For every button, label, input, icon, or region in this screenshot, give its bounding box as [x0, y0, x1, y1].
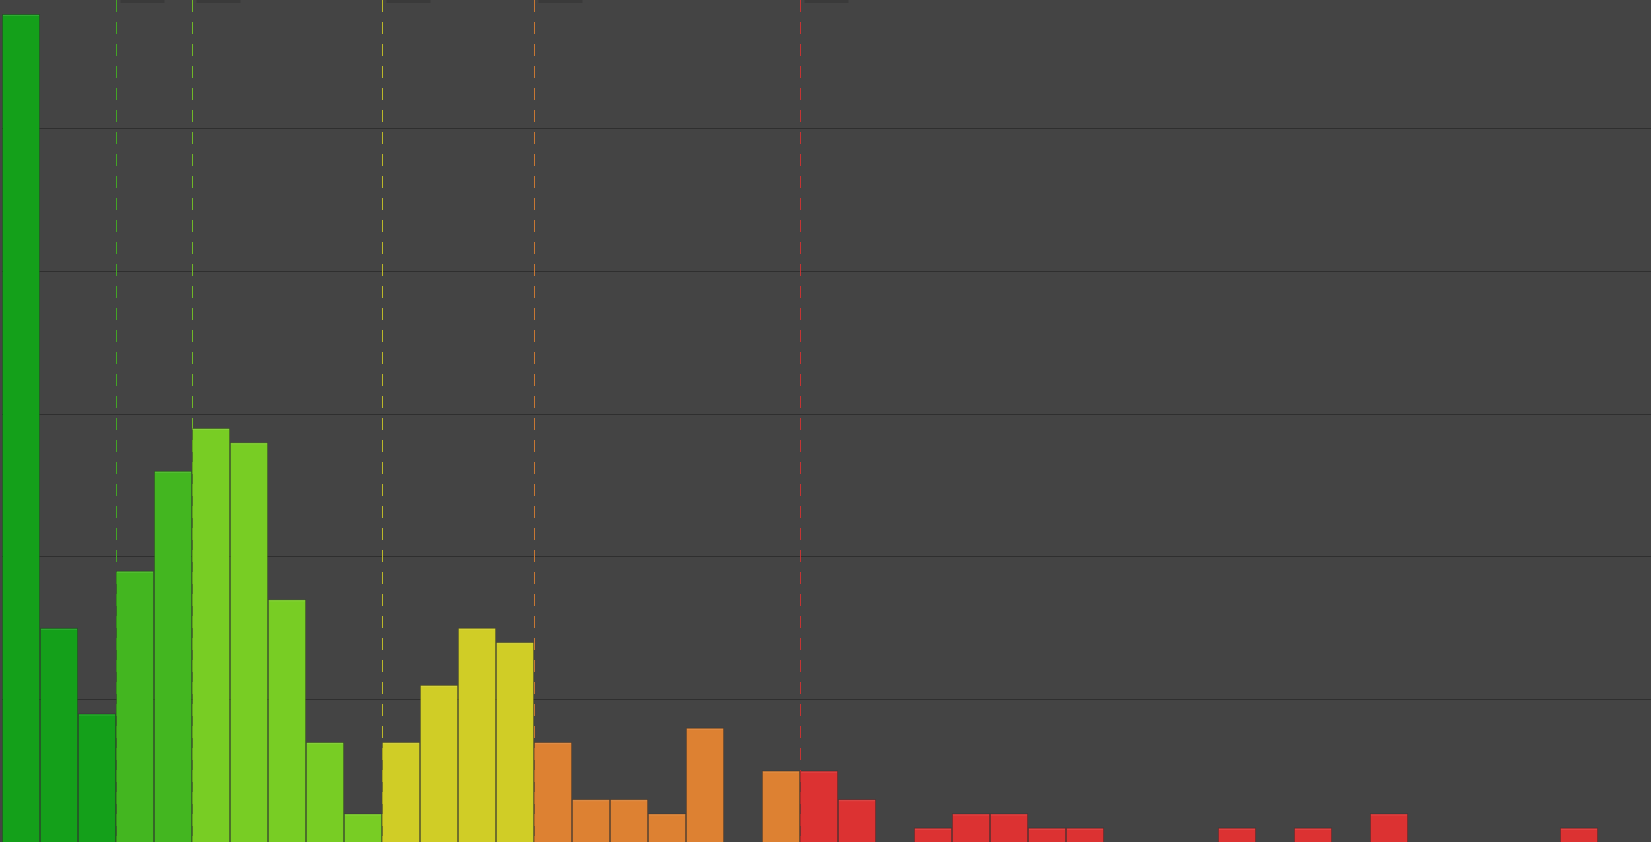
bar-highlight-5 [193, 429, 229, 430]
threshold-tab-3 [121, 0, 165, 3]
bar-34 [1295, 828, 1332, 842]
bar-highlight-11 [421, 686, 457, 687]
bar-highlight-13 [497, 643, 533, 644]
bar-3 [117, 571, 154, 842]
bar-highlight-8 [307, 743, 343, 744]
bar-highlight-7 [269, 600, 305, 601]
bar-41 [1561, 828, 1598, 842]
bar-highlight-36 [1371, 814, 1407, 815]
bar-36 [1371, 814, 1408, 842]
bar-highlight-6 [231, 443, 267, 444]
bar-highlight-26 [991, 814, 1027, 815]
bar-22 [839, 800, 876, 842]
bar-27 [1029, 828, 1066, 842]
bar-26 [991, 814, 1028, 842]
bar-highlight-4 [155, 472, 191, 473]
bar-highlight-15 [573, 800, 609, 801]
bar-highlight-17 [649, 814, 685, 815]
bar-18 [687, 728, 724, 842]
threshold-tab-14 [539, 0, 583, 3]
bar-32 [1219, 828, 1256, 842]
bar-highlight-12 [459, 629, 495, 630]
bar-15 [573, 800, 610, 842]
bar-highlight-25 [953, 814, 989, 815]
threshold-tab-5 [197, 0, 241, 3]
bar-11 [421, 685, 458, 842]
bar-highlight-16 [611, 800, 647, 801]
bar-highlight-1 [41, 629, 77, 630]
bar-0 [3, 15, 40, 842]
bar-13 [497, 643, 534, 842]
bar-highlight-22 [839, 800, 875, 801]
bar-20 [763, 771, 800, 842]
threshold-tab-21 [805, 0, 849, 3]
bar-highlight-34 [1295, 829, 1331, 830]
bar-highlight-0 [3, 15, 39, 16]
bar-highlight-21 [801, 772, 837, 773]
bar-25 [953, 814, 990, 842]
bar-9 [345, 814, 382, 842]
bar-8 [307, 743, 344, 842]
bar-28 [1067, 828, 1104, 842]
bar-highlight-9 [345, 814, 381, 815]
bar-highlight-18 [687, 729, 723, 730]
bar-highlight-27 [1029, 829, 1065, 830]
bar-6 [231, 443, 268, 842]
bar-highlight-28 [1067, 829, 1103, 830]
bar-highlight-32 [1219, 829, 1255, 830]
bar-5 [193, 429, 230, 842]
bar-1 [41, 628, 78, 842]
bar-highlight-2 [79, 715, 115, 716]
bar-highlight-3 [117, 572, 153, 573]
bar-highlight-41 [1561, 829, 1597, 830]
bar-10 [383, 743, 420, 842]
bar-2 [79, 714, 116, 842]
bar-7 [269, 600, 306, 842]
bar-14 [535, 743, 572, 842]
bar-24 [915, 828, 952, 842]
bar-21 [801, 771, 838, 842]
bar-16 [611, 800, 648, 842]
bar-highlight-20 [763, 772, 799, 773]
bar-highlight-14 [535, 743, 571, 744]
bar-4 [155, 471, 192, 842]
bar-12 [459, 628, 496, 842]
bar-17 [649, 814, 686, 842]
threshold-tab-10 [387, 0, 431, 3]
bar-highlight-24 [915, 829, 951, 830]
bar-highlight-10 [383, 743, 419, 744]
